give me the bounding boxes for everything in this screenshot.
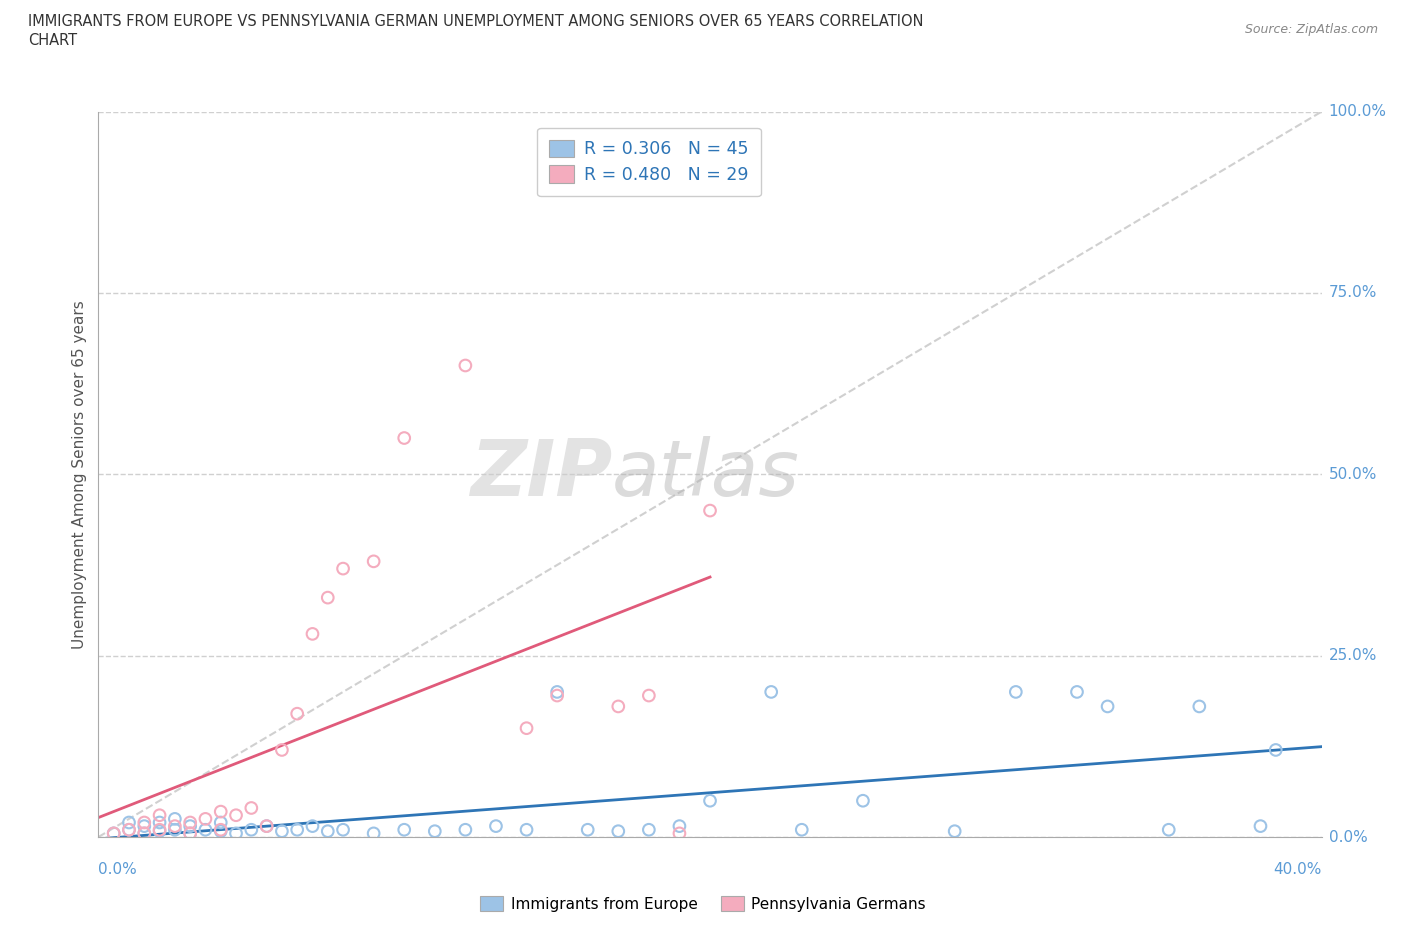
Text: Source: ZipAtlas.com: Source: ZipAtlas.com (1244, 23, 1378, 36)
Point (516, 822, 538, 837)
Legend: Immigrants from Europe, Pennsylvania Germans: Immigrants from Europe, Pennsylvania Ger… (474, 890, 932, 918)
Point (209, 822, 232, 837)
Point (943, 824, 966, 839)
Point (546, 688, 568, 703)
Point (225, 826, 247, 841)
Point (699, 503, 721, 518)
Point (1249, 818, 1271, 833)
Point (485, 818, 508, 833)
Point (546, 684, 568, 699)
Point (316, 824, 339, 839)
Point (392, 431, 416, 445)
Point (179, 815, 201, 830)
Point (149, 824, 172, 839)
Point (149, 808, 172, 823)
Point (637, 822, 661, 837)
Point (637, 688, 661, 703)
Point (179, 826, 201, 841)
Point (179, 826, 201, 841)
Point (454, 358, 477, 373)
Point (790, 822, 813, 837)
Point (118, 822, 141, 837)
Y-axis label: Unemployment Among Seniors over 65 years: Unemployment Among Seniors over 65 years (72, 300, 87, 649)
Text: 50.0%: 50.0% (1329, 467, 1376, 482)
Point (118, 815, 141, 830)
Point (270, 742, 292, 757)
Text: 0.0%: 0.0% (1329, 830, 1367, 844)
Point (1264, 742, 1286, 757)
Point (209, 824, 232, 839)
Point (1004, 684, 1026, 699)
Point (103, 826, 125, 841)
Point (423, 824, 446, 839)
Point (194, 822, 217, 837)
Point (240, 822, 263, 837)
Point (363, 826, 385, 841)
Point (256, 818, 278, 833)
Text: ZIP: ZIP (470, 436, 612, 512)
Point (392, 822, 416, 837)
Point (576, 822, 599, 837)
Point (516, 721, 538, 736)
Point (134, 818, 156, 833)
Text: 0.0%: 0.0% (98, 862, 138, 877)
Text: 40.0%: 40.0% (1274, 862, 1322, 877)
Text: CHART: CHART (28, 33, 77, 47)
Point (103, 826, 125, 841)
Point (285, 822, 308, 837)
Point (149, 815, 172, 830)
Point (852, 793, 875, 808)
Point (134, 826, 156, 841)
Legend: R = 0.306   N = 45, R = 0.480   N = 29: R = 0.306 N = 45, R = 0.480 N = 29 (537, 127, 761, 196)
Point (1066, 684, 1088, 699)
Point (301, 818, 323, 833)
Text: atlas: atlas (612, 436, 800, 512)
Point (668, 826, 690, 841)
Point (134, 826, 156, 841)
Point (1097, 699, 1119, 714)
Point (163, 811, 186, 827)
Point (699, 793, 721, 808)
Point (256, 818, 278, 833)
Point (194, 811, 217, 827)
Point (179, 818, 201, 833)
Text: IMMIGRANTS FROM EUROPE VS PENNSYLVANIA GERMAN UNEMPLOYMENT AMONG SENIORS OVER 65: IMMIGRANTS FROM EUROPE VS PENNSYLVANIA G… (28, 14, 924, 29)
Point (225, 808, 247, 823)
Point (134, 815, 156, 830)
Text: 25.0%: 25.0% (1329, 648, 1376, 663)
Point (1188, 699, 1211, 714)
Point (607, 824, 630, 839)
Point (149, 822, 172, 837)
Text: 100.0%: 100.0% (1329, 104, 1386, 119)
Text: 75.0%: 75.0% (1329, 286, 1376, 300)
Point (1157, 822, 1180, 837)
Point (270, 824, 292, 839)
Point (332, 822, 354, 837)
Point (285, 706, 308, 721)
Point (668, 818, 690, 833)
Point (301, 627, 323, 642)
Point (163, 822, 186, 837)
Point (163, 818, 186, 833)
Point (332, 561, 354, 576)
Point (316, 591, 339, 605)
Point (209, 804, 232, 819)
Point (759, 684, 782, 699)
Point (240, 801, 263, 816)
Point (363, 554, 385, 569)
Point (209, 815, 232, 830)
Point (607, 699, 630, 714)
Point (118, 822, 141, 837)
Point (454, 822, 477, 837)
